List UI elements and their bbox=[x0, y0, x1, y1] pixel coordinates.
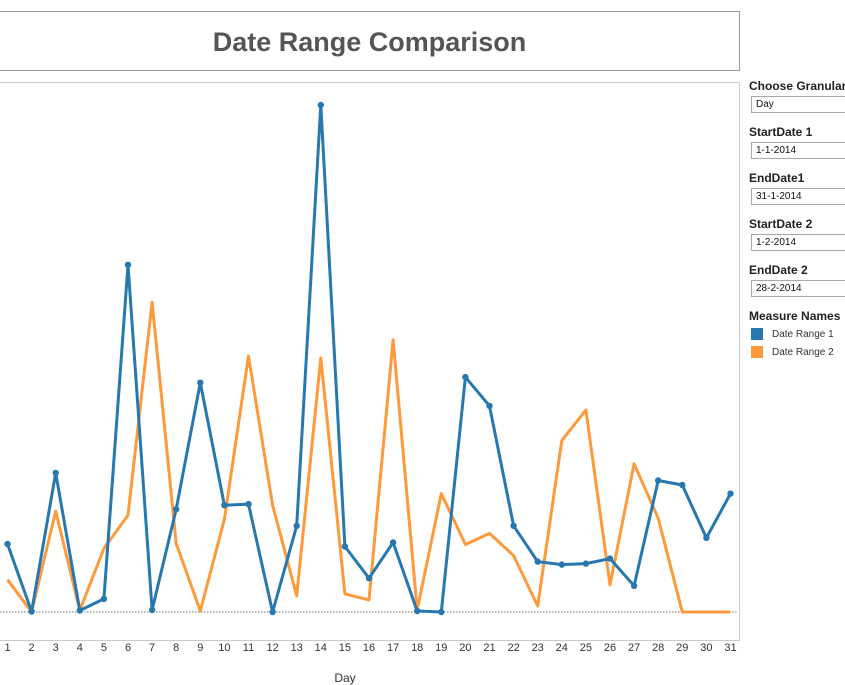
x-tick-label: 8 bbox=[173, 642, 179, 654]
x-tick-label: 23 bbox=[532, 642, 544, 654]
x-tick-label: 10 bbox=[218, 642, 230, 654]
granularity-select[interactable]: Day bbox=[751, 96, 845, 113]
legend-swatch bbox=[751, 346, 763, 358]
end-date-1-label: EndDate1 bbox=[749, 171, 805, 185]
x-tick-label: 27 bbox=[628, 642, 640, 654]
x-axis-title: Day bbox=[334, 671, 356, 685]
end-date-2-input[interactable]: 28-2-2014 bbox=[751, 280, 845, 297]
data-point[interactable] bbox=[655, 477, 662, 484]
filter-panel: Choose Granularity Day StartDate 1 1-1-2… bbox=[749, 79, 845, 371]
data-point[interactable] bbox=[365, 575, 373, 582]
series-line-date-range-2[interactable] bbox=[6, 300, 731, 614]
dashboard-title: Date Range Comparison bbox=[212, 27, 527, 57]
x-tick-label: 16 bbox=[363, 642, 375, 654]
data-point[interactable] bbox=[317, 101, 324, 109]
x-tick-label: 31 bbox=[724, 642, 736, 654]
data-point[interactable] bbox=[269, 608, 276, 616]
data-point[interactable] bbox=[148, 606, 156, 614]
x-tick-label: 22 bbox=[507, 642, 519, 654]
x-tick-label: 7 bbox=[149, 642, 155, 654]
data-point[interactable] bbox=[510, 522, 517, 529]
data-point[interactable] bbox=[630, 582, 638, 589]
data-point[interactable] bbox=[414, 607, 421, 615]
line-chart: 1 2 3 4 5 6 7 8 9 10 11 12 13 14 15 16 17 18 19 20 21 22 23 24 2… bbox=[0, 101, 738, 654]
data-point[interactable] bbox=[727, 490, 734, 497]
series-line-date-range-1[interactable] bbox=[6, 103, 732, 614]
data-point[interactable] bbox=[341, 543, 349, 550]
x-tick-label: 30 bbox=[700, 642, 712, 654]
start-date-2-label: StartDate 2 bbox=[749, 217, 813, 231]
legend-label: Date Range 1 bbox=[772, 328, 834, 340]
data-point[interactable] bbox=[197, 379, 204, 386]
x-tick-label: 29 bbox=[676, 642, 688, 654]
granularity-label: Choose Granularity bbox=[749, 79, 845, 93]
x-tick-label: 6 bbox=[125, 642, 131, 654]
data-point[interactable] bbox=[389, 539, 397, 546]
x-tick-label: 12 bbox=[266, 642, 278, 654]
x-tick-label: 19 bbox=[435, 642, 447, 654]
data-point[interactable] bbox=[76, 607, 84, 614]
start-date-1-label: StartDate 1 bbox=[749, 125, 813, 139]
end-date-2-label: EndDate 2 bbox=[749, 263, 808, 277]
legend-title: Measure Names bbox=[749, 309, 841, 323]
data-point[interactable] bbox=[438, 608, 445, 616]
x-tick-label: 5 bbox=[101, 642, 107, 654]
end-date-1-input[interactable]: 31-1-2014 bbox=[751, 188, 845, 205]
legend-label: Date Range 2 bbox=[772, 346, 834, 358]
data-point[interactable] bbox=[28, 608, 35, 615]
granularity-control: Choose Granularity Day bbox=[749, 79, 845, 113]
x-tick-label: 13 bbox=[291, 642, 303, 654]
x-tick-label: 4 bbox=[77, 642, 83, 654]
data-point[interactable] bbox=[679, 481, 686, 489]
data-point[interactable] bbox=[486, 402, 493, 410]
data-point[interactable] bbox=[703, 534, 710, 542]
data-point[interactable] bbox=[293, 522, 300, 529]
x-tick-label: 25 bbox=[580, 642, 592, 654]
data-point[interactable] bbox=[173, 506, 180, 513]
x-tick-label: 28 bbox=[652, 642, 664, 654]
x-tick-label: 9 bbox=[197, 642, 203, 654]
data-point[interactable] bbox=[606, 555, 614, 562]
x-tick-label: 24 bbox=[556, 642, 568, 654]
x-tick-label: 17 bbox=[387, 642, 399, 654]
title-panel: Date Range Comparison bbox=[0, 11, 740, 71]
legend-swatch bbox=[751, 328, 763, 340]
x-tick-label: 21 bbox=[483, 642, 495, 654]
legend-item-date-range-1[interactable]: Date Range 1 bbox=[751, 327, 845, 341]
start-date-1-control: StartDate 1 1-1-2014 bbox=[749, 125, 845, 159]
x-tick-label: 2 bbox=[29, 642, 35, 654]
data-point[interactable] bbox=[100, 595, 108, 603]
end-date-2-control: EndDate 2 28-2-2014 bbox=[749, 263, 845, 297]
x-tick-label: 11 bbox=[243, 642, 254, 654]
x-tick-label: 15 bbox=[339, 642, 351, 654]
x-tick-label: 14 bbox=[315, 642, 327, 654]
legend: Measure Names Date Range 1 Date Range 2 bbox=[749, 309, 845, 359]
x-tick-label: 26 bbox=[604, 642, 616, 654]
x-tick-label: 18 bbox=[411, 642, 423, 654]
data-point[interactable] bbox=[4, 540, 11, 548]
start-date-2-input[interactable]: 1-2-2014 bbox=[751, 234, 845, 251]
plot-frame bbox=[0, 82, 740, 641]
data-point[interactable] bbox=[558, 561, 565, 568]
legend-item-date-range-2[interactable]: Date Range 2 bbox=[751, 345, 845, 359]
data-point[interactable] bbox=[52, 469, 59, 477]
x-tick-label: 20 bbox=[459, 642, 471, 654]
start-date-1-input[interactable]: 1-1-2014 bbox=[751, 142, 845, 159]
data-point[interactable] bbox=[462, 373, 469, 381]
x-tick-label: 3 bbox=[53, 642, 59, 654]
data-point[interactable] bbox=[245, 500, 252, 508]
data-point[interactable] bbox=[221, 502, 228, 509]
x-tick-label: 1 bbox=[4, 642, 10, 654]
data-point[interactable] bbox=[582, 560, 590, 567]
end-date-1-control: EndDate1 31-1-2014 bbox=[749, 171, 845, 205]
data-point[interactable] bbox=[534, 558, 541, 565]
data-point[interactable] bbox=[124, 261, 132, 268]
start-date-2-control: StartDate 2 1-2-2014 bbox=[749, 217, 845, 251]
